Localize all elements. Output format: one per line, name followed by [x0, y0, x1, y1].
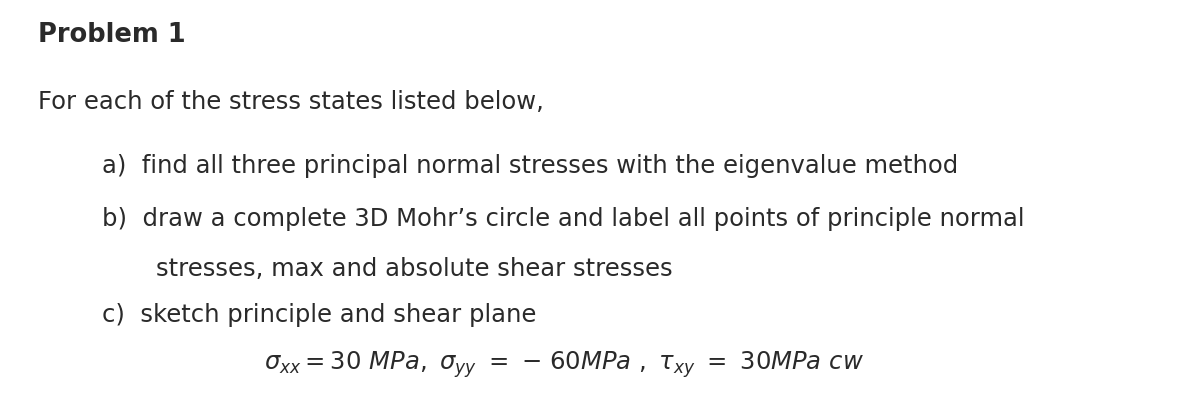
Text: stresses, max and absolute shear stresses: stresses, max and absolute shear stresse…	[156, 257, 673, 281]
Text: Problem 1: Problem 1	[38, 22, 186, 48]
Text: $\sigma_{xx}$$ = $$30\ MPa,$$\ \sigma_{yy}$$ \ = \ $$-\ 60MPa\ ,\ \tau_{xy}$$ \ : $\sigma_{xx}$$ = $$30\ MPa,$$\ \sigma_{y…	[264, 349, 864, 380]
Text: a)  find all three principal normal stresses with the eigenvalue method: a) find all three principal normal stres…	[102, 154, 959, 178]
Text: b)  draw a complete 3D Mohr’s circle and label all points of principle normal: b) draw a complete 3D Mohr’s circle and …	[102, 207, 1025, 231]
Text: c)  sketch principle and shear plane: c) sketch principle and shear plane	[102, 303, 536, 327]
Text: For each of the stress states listed below,: For each of the stress states listed bel…	[38, 90, 545, 114]
